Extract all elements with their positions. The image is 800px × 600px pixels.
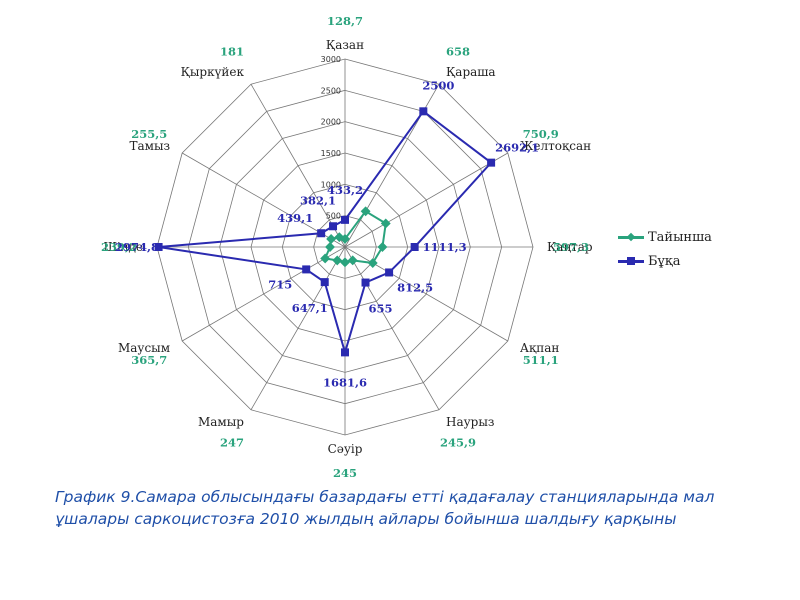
category-label-5: Наурыз — [446, 415, 494, 429]
legend-item-taiynsha: Тайынша — [618, 225, 712, 249]
series-1-point-6 — [341, 348, 349, 357]
radar-chart: Қазан Қараша Желтоқсан Қаңтар Ақпан Наурыз Сәу… — [101, 14, 593, 480]
series-0-data-label-9: 239,2 — [101, 240, 137, 254]
series-1-point-1 — [419, 107, 428, 116]
series-0-point-8 — [320, 253, 331, 264]
series-1-data-label-11: 382,1 — [300, 193, 336, 207]
series-0-point-9 — [325, 242, 335, 252]
series-1-data-label-6: 1681,6 — [323, 375, 367, 389]
series-1-data-label-7: 647,1 — [292, 301, 328, 315]
category-label-10: Тамыз — [129, 139, 170, 153]
spoke-11 — [250, 83, 346, 248]
spoke-5 — [344, 246, 440, 411]
figure-caption: График 9.Самара облысындағы базардағы ет… — [55, 488, 715, 528]
series-0-point-4 — [367, 258, 378, 268]
legend-item-buka: Бұқа — [618, 249, 712, 273]
series-1-point-10 — [317, 229, 326, 238]
series-0-data-label-6: 245 — [333, 466, 357, 480]
series-0-point-2 — [380, 218, 391, 229]
series-0-data-label-8: 365,7 — [131, 353, 167, 367]
series-0-data-label-5: 245,9 — [440, 436, 476, 450]
series-1-data-label-3: 1111,3 — [423, 240, 467, 254]
radial-tick-label-2: 1000 — [321, 180, 341, 189]
legend: Тайынша Бұқа — [618, 225, 712, 273]
series-1-data-label-0: 433,2 — [327, 183, 363, 197]
series-0-point-7 — [332, 255, 343, 266]
series-1-data-label-5: 655 — [369, 302, 393, 316]
series-0-data-label-4: 511,1 — [523, 353, 559, 367]
radial-tick-label-1: 500 — [326, 212, 341, 221]
category-label-4: Ақпан — [520, 341, 560, 355]
series-0-data-label-0: 128,7 — [327, 14, 363, 28]
series-0-point-10 — [326, 234, 337, 244]
legend-swatch-buka — [618, 256, 644, 265]
radial-tick-label-5: 2500 — [321, 86, 341, 95]
series-1-point-9 — [154, 243, 163, 251]
radial-tick-label-4: 2000 — [321, 118, 341, 127]
series-1-point-11 — [329, 222, 338, 231]
series-0-data-label-7: 247 — [220, 436, 244, 450]
category-label-1: Қараша — [446, 65, 496, 79]
series-1-point-0 — [341, 215, 349, 224]
category-label-11: Қыркүйек — [181, 65, 245, 79]
category-label-8: Маусым — [118, 341, 170, 355]
series-0-data-label-11: 181 — [220, 44, 244, 58]
legend-label-taiynsha: Тайынша — [648, 229, 712, 245]
series-0-point-3 — [377, 242, 388, 252]
radial-tick-label-6: 3000 — [321, 55, 341, 64]
spoke-7 — [250, 246, 346, 411]
series-1-point-5 — [361, 278, 370, 287]
series-1-point-2 — [487, 158, 496, 167]
series-1-data-label-9: 2974,8 — [115, 240, 159, 254]
series-1-data-label-4: 812,5 — [397, 280, 433, 294]
spoke-2 — [344, 152, 509, 248]
series-0-point-11 — [334, 232, 345, 243]
category-label-9: Шілде — [103, 240, 143, 254]
category-label-6: Сәуір — [328, 442, 363, 456]
series-1-point-3 — [410, 243, 419, 251]
series-1-point-8 — [302, 265, 311, 274]
series-1-point-4 — [385, 268, 394, 277]
series-1-data-label-1: 2500 — [422, 78, 454, 92]
spoke-8 — [181, 246, 346, 342]
series-0-data-label-2: 750,9 — [523, 127, 559, 141]
series-1-data-label-8: 715 — [268, 277, 292, 291]
series-0-data-label-10: 255,5 — [131, 127, 167, 141]
series-1-data-label-2: 2692,1 — [495, 141, 539, 155]
series-1-point-7 — [320, 278, 329, 287]
series-0-data-label-1: 658 — [446, 44, 470, 58]
category-label-3: Қаңтар — [547, 240, 593, 254]
series-0-data-label-3: 597,3 — [553, 240, 589, 254]
category-label-2: Желтоқсан — [520, 139, 591, 153]
legend-label-buka: Бұқа — [648, 253, 681, 269]
series-1-data-label-10: 439,1 — [277, 211, 313, 225]
series-0-point-6 — [340, 257, 350, 268]
category-label-0: Қазан — [326, 38, 364, 52]
series-0-point-5 — [347, 255, 358, 266]
radial-tick-label-3: 1500 — [321, 149, 341, 158]
legend-swatch-taiynsha — [618, 232, 644, 241]
category-label-7: Мамыр — [198, 415, 244, 429]
series-0-point-1 — [360, 206, 371, 217]
